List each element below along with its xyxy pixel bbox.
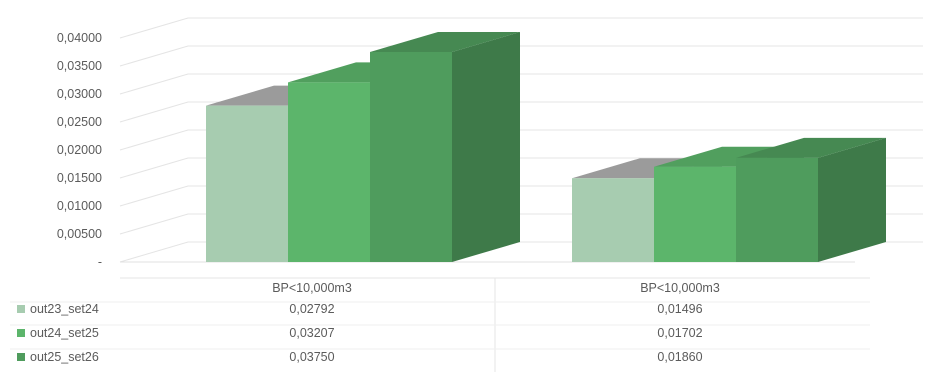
y-tick-label: 0,01000 bbox=[57, 199, 102, 213]
table-cell: 0,02792 bbox=[289, 302, 334, 316]
bar-top bbox=[736, 137, 886, 158]
gridline bbox=[119, 129, 923, 151]
bar bbox=[370, 52, 452, 262]
y-tick-label: 0,00500 bbox=[57, 227, 102, 241]
gridline bbox=[119, 157, 923, 179]
table-cell: 0,01860 bbox=[657, 350, 702, 364]
legend-label: out25_set26 bbox=[30, 350, 99, 364]
gridline bbox=[119, 17, 923, 39]
gridline bbox=[119, 101, 923, 123]
y-tick-label: - bbox=[98, 255, 102, 269]
y-tick-label: 0,03500 bbox=[57, 59, 102, 73]
y-tick-label: 0,04000 bbox=[57, 31, 102, 45]
y-axis: - 0,00500 0,01000 0,01500 0,02000 0,02500 0,03… bbox=[57, 31, 102, 269]
bar bbox=[288, 82, 370, 263]
bar-side bbox=[452, 32, 520, 262]
category-label: BP<10,000m3 bbox=[640, 281, 720, 295]
table-cell: 0,01496 bbox=[657, 302, 702, 316]
legend-label: out23_set24 bbox=[30, 302, 99, 316]
bars bbox=[206, 32, 886, 263]
table-cell: 0,03750 bbox=[289, 350, 334, 364]
table-cell: 0,03207 bbox=[289, 326, 334, 340]
table-cell: 0,01702 bbox=[657, 326, 702, 340]
y-tick-label: 0,02000 bbox=[57, 143, 102, 157]
bar bbox=[572, 178, 654, 262]
y-tick-label: 0,01500 bbox=[57, 171, 102, 185]
legend-swatch bbox=[17, 329, 25, 337]
category-label: BP<10,000m3 bbox=[272, 281, 352, 295]
gridline bbox=[119, 45, 923, 67]
legend-label: out24_set25 bbox=[30, 326, 99, 340]
legend-swatch bbox=[17, 353, 25, 361]
bar-top bbox=[370, 32, 520, 52]
gridline bbox=[119, 73, 923, 95]
bar bbox=[736, 157, 818, 262]
y-tick-label: 0,03000 bbox=[57, 87, 102, 101]
y-tick-label: 0,02500 bbox=[57, 115, 102, 129]
bar bbox=[654, 166, 736, 262]
legend-swatch bbox=[17, 305, 25, 313]
data-table: BP<10,000m3 BP<10,000m3 out23_set24 0,02792… bbox=[10, 277, 870, 372]
bar-side bbox=[818, 137, 886, 262]
bar bbox=[206, 105, 288, 262]
